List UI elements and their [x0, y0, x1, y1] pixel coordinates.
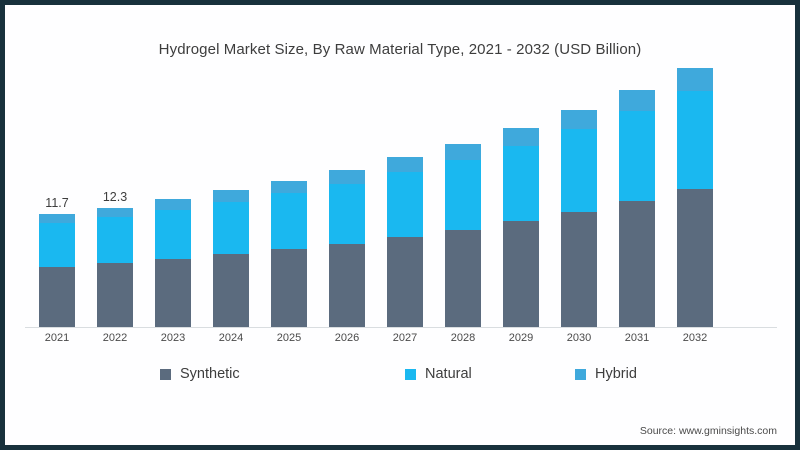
- bar-column[interactable]: [619, 89, 655, 327]
- bar-segment-synthetic[interactable]: [271, 249, 307, 327]
- x-tick-label: 2023: [160, 332, 186, 344]
- bar-segment-natural[interactable]: [213, 201, 249, 255]
- x-tick-label: 2025: [276, 332, 302, 344]
- bar-segment-hybrid[interactable]: [619, 89, 655, 111]
- bar-segment-hybrid[interactable]: [445, 143, 481, 161]
- bar-segment-natural[interactable]: [387, 171, 423, 237]
- bar-segment-natural[interactable]: [39, 223, 75, 267]
- source-caption: Source: www.gminsights.com: [639, 425, 777, 437]
- bar-segment-natural[interactable]: [677, 91, 713, 190]
- bar-segment-synthetic[interactable]: [445, 230, 481, 327]
- bar-segment-natural[interactable]: [97, 217, 133, 264]
- x-tick-label: 2028: [450, 332, 476, 344]
- x-tick-label: 2030: [566, 332, 592, 344]
- x-tick-label: 2021: [44, 332, 70, 344]
- x-tick-label: 2024: [218, 332, 244, 344]
- legend-label: Synthetic: [180, 366, 240, 382]
- bar-segment-hybrid[interactable]: [677, 68, 713, 92]
- bar-segment-hybrid[interactable]: [39, 213, 75, 224]
- bar-column[interactable]: [445, 143, 481, 327]
- bar-column[interactable]: [677, 68, 713, 327]
- bar-segment-natural[interactable]: [503, 145, 539, 222]
- bar-segment-synthetic[interactable]: [213, 254, 249, 327]
- x-tick-label: 2031: [624, 332, 650, 344]
- bar-segment-synthetic[interactable]: [387, 236, 423, 327]
- x-tick-label: 2032: [682, 332, 708, 344]
- bar-segment-natural[interactable]: [445, 160, 481, 231]
- legend-swatch-icon: [575, 368, 586, 380]
- bar-column[interactable]: 11.7: [39, 196, 75, 327]
- bar-segment-synthetic[interactable]: [561, 211, 597, 327]
- x-tick-label: 2027: [392, 332, 418, 344]
- chart-legend: Synthetic Natural Hybrid: [5, 363, 795, 389]
- bar-column[interactable]: [561, 109, 597, 327]
- bar-column[interactable]: [271, 180, 307, 327]
- bar-segment-hybrid[interactable]: [503, 128, 539, 146]
- chart-title: Hydrogel Market Size, By Raw Material Ty…: [158, 41, 642, 58]
- x-axis-tick-labels: 2021 2022 2023 2024 2025 2026 2027 2028 2029 2030…: [25, 332, 775, 352]
- bar-segment-synthetic[interactable]: [39, 266, 75, 327]
- bar-column[interactable]: [387, 157, 423, 327]
- bar-value-label: 11.7: [45, 195, 69, 210]
- bar-segment-synthetic[interactable]: [503, 221, 539, 327]
- bar-column[interactable]: [329, 170, 365, 327]
- x-tick-label: 2026: [334, 332, 360, 344]
- bar-segment-natural[interactable]: [561, 129, 597, 212]
- legend-label: Hybrid: [595, 366, 637, 382]
- bar-segment-natural[interactable]: [619, 110, 655, 201]
- bar-segment-hybrid[interactable]: [387, 157, 423, 172]
- bar-segment-hybrid[interactable]: [271, 180, 307, 194]
- legend-swatch-icon: [405, 368, 416, 380]
- legend-label: Natural: [425, 366, 472, 382]
- bar-segment-synthetic[interactable]: [97, 263, 133, 327]
- plot-area: 11.7 12.3: [25, 68, 775, 327]
- legend-item-natural[interactable]: Natural: [405, 363, 472, 385]
- legend-swatch-icon: [160, 368, 171, 380]
- bar-segment-natural[interactable]: [271, 193, 307, 250]
- bar-value-label: 12.3: [102, 189, 128, 204]
- bar-segment-hybrid[interactable]: [155, 199, 191, 210]
- legend-item-synthetic[interactable]: Synthetic: [160, 363, 240, 385]
- x-tick-label: 2029: [508, 332, 534, 344]
- bar-column[interactable]: [213, 190, 249, 327]
- bar-segment-hybrid[interactable]: [97, 207, 133, 218]
- legend-item-hybrid[interactable]: Hybrid: [575, 363, 637, 385]
- bar-segment-synthetic[interactable]: [677, 189, 713, 327]
- bar-segment-natural[interactable]: [329, 183, 365, 244]
- bar-segment-synthetic[interactable]: [329, 243, 365, 327]
- bar-column[interactable]: [503, 128, 539, 327]
- chart-canvas: Hydrogel Market Size, By Raw Material Ty…: [5, 5, 795, 445]
- bar-segment-synthetic[interactable]: [619, 201, 655, 327]
- x-axis-line: [25, 327, 777, 328]
- bar-segment-synthetic[interactable]: [155, 259, 191, 327]
- bar-column[interactable]: 12.3: [97, 190, 133, 327]
- x-tick-label: 2022: [102, 332, 128, 344]
- bar-segment-hybrid[interactable]: [329, 170, 365, 184]
- bar-column[interactable]: [155, 199, 191, 327]
- bar-segment-hybrid[interactable]: [213, 190, 249, 202]
- bar-segment-natural[interactable]: [155, 209, 191, 260]
- bar-segment-hybrid[interactable]: [561, 109, 597, 130]
